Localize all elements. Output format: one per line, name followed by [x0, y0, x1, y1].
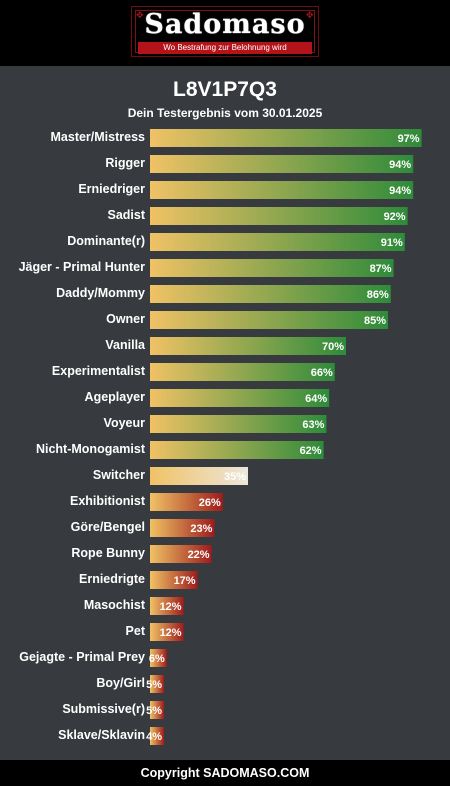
- value-label: 87%: [370, 263, 392, 275]
- bar: [150, 519, 215, 537]
- value-label: 5%: [146, 705, 162, 717]
- value-label: 62%: [300, 445, 322, 457]
- bar: [150, 571, 198, 589]
- brand-logo[interactable]: ✥ ✥ Sadomaso Wo Bestrafung zur Belohnung…: [131, 6, 319, 57]
- value-label: 4%: [146, 731, 162, 743]
- category-label: Pet: [126, 624, 146, 638]
- category-label: Göre/Bengel: [71, 520, 145, 534]
- bar: [150, 155, 414, 173]
- value-label: 94%: [389, 185, 411, 197]
- category-label: Exhibitionist: [70, 494, 146, 508]
- value-label: 23%: [190, 523, 212, 535]
- category-label: Sadist: [107, 208, 145, 222]
- value-label: 17%: [174, 575, 196, 587]
- category-label: Ageplayer: [85, 390, 146, 404]
- footer-copyright: Copyright SADOMASO.COM: [140, 766, 310, 780]
- value-label: 64%: [305, 393, 327, 405]
- category-label: Erniedrigte: [79, 572, 145, 586]
- category-label: Rope Bunny: [71, 546, 145, 560]
- value-label: 5%: [146, 679, 162, 691]
- value-label: 63%: [302, 419, 324, 431]
- result-title: L8V1P7Q3: [173, 78, 277, 101]
- category-label: Dominante(r): [67, 234, 145, 248]
- category-label: Vanilla: [105, 338, 146, 352]
- category-label: Owner: [106, 312, 145, 326]
- logo-corner-ornament-icon: ✥: [306, 10, 314, 20]
- category-label: Switcher: [93, 468, 145, 482]
- bar: [150, 181, 414, 199]
- bar: [150, 727, 164, 745]
- value-label: 97%: [398, 133, 420, 145]
- category-label: Erniedriger: [78, 182, 145, 196]
- header-bar: ✥ ✥ Sadomaso Wo Bestrafung zur Belohnung…: [0, 0, 450, 66]
- value-label: 35%: [224, 471, 246, 483]
- bar: [150, 441, 324, 459]
- category-label: Sklave/Sklavin: [58, 728, 145, 742]
- value-label: 22%: [188, 549, 210, 561]
- value-label: 26%: [199, 497, 221, 509]
- category-label: Masochist: [84, 598, 146, 612]
- category-label: Daddy/Mommy: [56, 286, 145, 300]
- value-label: 85%: [364, 315, 386, 327]
- result-bar-chart: Master/Mistress 97% Rigger 94% Erniedriger 94…: [19, 129, 422, 745]
- bar: [150, 259, 394, 277]
- bar: [150, 493, 223, 511]
- bar: [150, 545, 212, 563]
- bar: [150, 597, 184, 615]
- brand-tagline: Wo Bestrafung zur Belohnung wird: [138, 42, 312, 54]
- bar: [150, 467, 248, 485]
- category-label: Boy/Girl: [96, 676, 145, 690]
- bar: [150, 649, 167, 667]
- category-label: Submissive(r): [62, 702, 145, 716]
- value-label: 12%: [160, 601, 182, 613]
- bar: [150, 311, 388, 329]
- bar: [150, 389, 330, 407]
- bar: [150, 701, 164, 719]
- value-label: 92%: [384, 211, 406, 223]
- footer-bar: Copyright SADOMASO.COM: [0, 760, 450, 786]
- value-label: 6%: [149, 653, 165, 665]
- result-subtitle: Dein Testergebnis vom 30.01.2025: [127, 106, 323, 120]
- value-label: 66%: [311, 367, 333, 379]
- bar: [150, 415, 327, 433]
- logo-corner-ornament-icon: ✥: [136, 10, 144, 20]
- value-label: 91%: [381, 237, 403, 249]
- category-label: Jäger - Primal Hunter: [19, 260, 146, 274]
- bar: [150, 233, 405, 251]
- category-label: Experimentalist: [52, 364, 146, 378]
- value-label: 86%: [367, 289, 389, 301]
- bar: [150, 675, 164, 693]
- bar: [150, 207, 408, 225]
- brand-name: Sadomaso: [144, 9, 306, 40]
- bar: [150, 285, 391, 303]
- category-label: Nicht-Monogamist: [36, 442, 146, 456]
- category-label: Master/Mistress: [51, 130, 146, 144]
- bar: [150, 363, 335, 381]
- category-label: Rigger: [105, 156, 145, 170]
- bar: [150, 623, 184, 641]
- value-label: 94%: [389, 159, 411, 171]
- value-label: 70%: [322, 341, 344, 353]
- category-label: Voyeur: [104, 416, 146, 430]
- bar: [150, 129, 422, 147]
- category-label: Gejagte - Primal Prey: [19, 650, 145, 664]
- value-label: 12%: [160, 627, 182, 639]
- bar: [150, 337, 346, 355]
